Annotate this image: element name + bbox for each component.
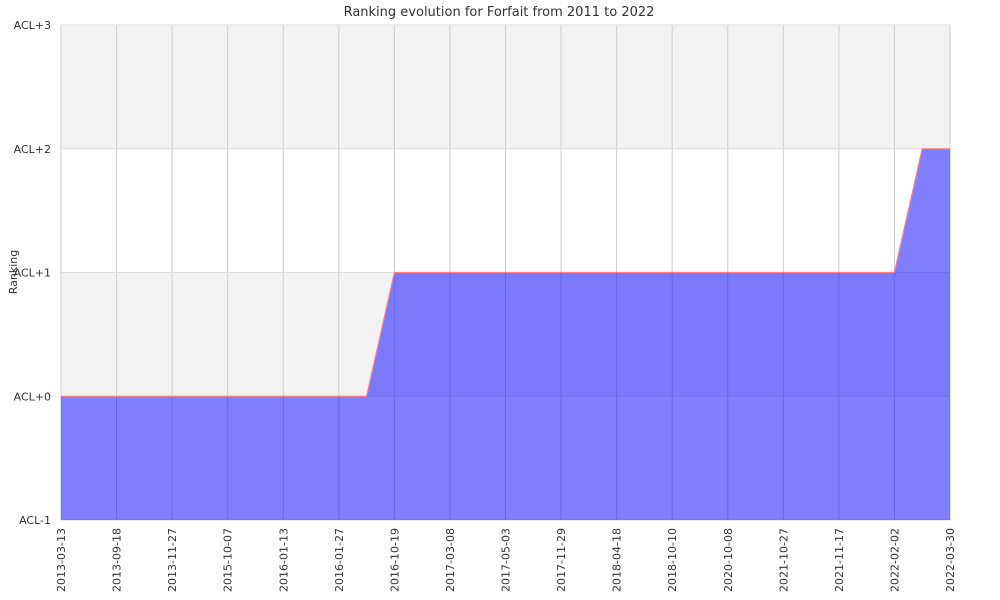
x-tick-label: 2018-10-10 <box>666 528 679 592</box>
x-tick-label: 2013-03-13 <box>55 528 68 592</box>
x-tick-label: 2015-10-07 <box>222 528 235 592</box>
x-tick-label: 2022-03-30 <box>944 528 957 592</box>
x-tick-label: 2020-10-08 <box>722 528 735 592</box>
y-tick-label: ACL+3 <box>14 19 51 32</box>
x-tick-label: 2021-11-17 <box>833 528 846 592</box>
x-tick-label: 2017-03-08 <box>444 528 457 592</box>
x-tick-label: 2013-09-18 <box>111 528 124 592</box>
y-tick-label: ACL+1 <box>14 267 51 280</box>
y-axis-label: Ranking <box>7 250 20 295</box>
ranking-area <box>61 148 950 521</box>
x-tick-label: 2018-04-18 <box>611 528 624 592</box>
chart-title: Ranking evolution for Forfait from 2011 … <box>344 5 655 20</box>
y-tick-label: ACL+0 <box>14 390 51 403</box>
x-tick-label: 2017-11-29 <box>555 528 568 592</box>
y-axis-ticks: ACL-1 ACL+0 ACL+1 ACL+2 ACL+3 <box>14 19 51 527</box>
y-tick-label: ACL-1 <box>19 514 51 527</box>
x-axis-ticks: 2013-03-13 2013-09-18 2013-11-27 2015-10-07… <box>55 528 957 592</box>
ranking-line <box>61 148 950 397</box>
x-tick-label: 2016-01-27 <box>333 528 346 592</box>
x-tick-label: 2016-10-19 <box>388 528 401 592</box>
y-tick-label: ACL+2 <box>14 143 51 156</box>
x-tick-label: 2022-02-02 <box>888 528 901 592</box>
x-tick-label: 2013-11-27 <box>166 528 179 592</box>
x-tick-label: 2016-01-13 <box>277 528 290 592</box>
x-tick-label: 2017-05-03 <box>500 528 513 592</box>
x-tick-label: 2021-10-27 <box>777 528 790 592</box>
